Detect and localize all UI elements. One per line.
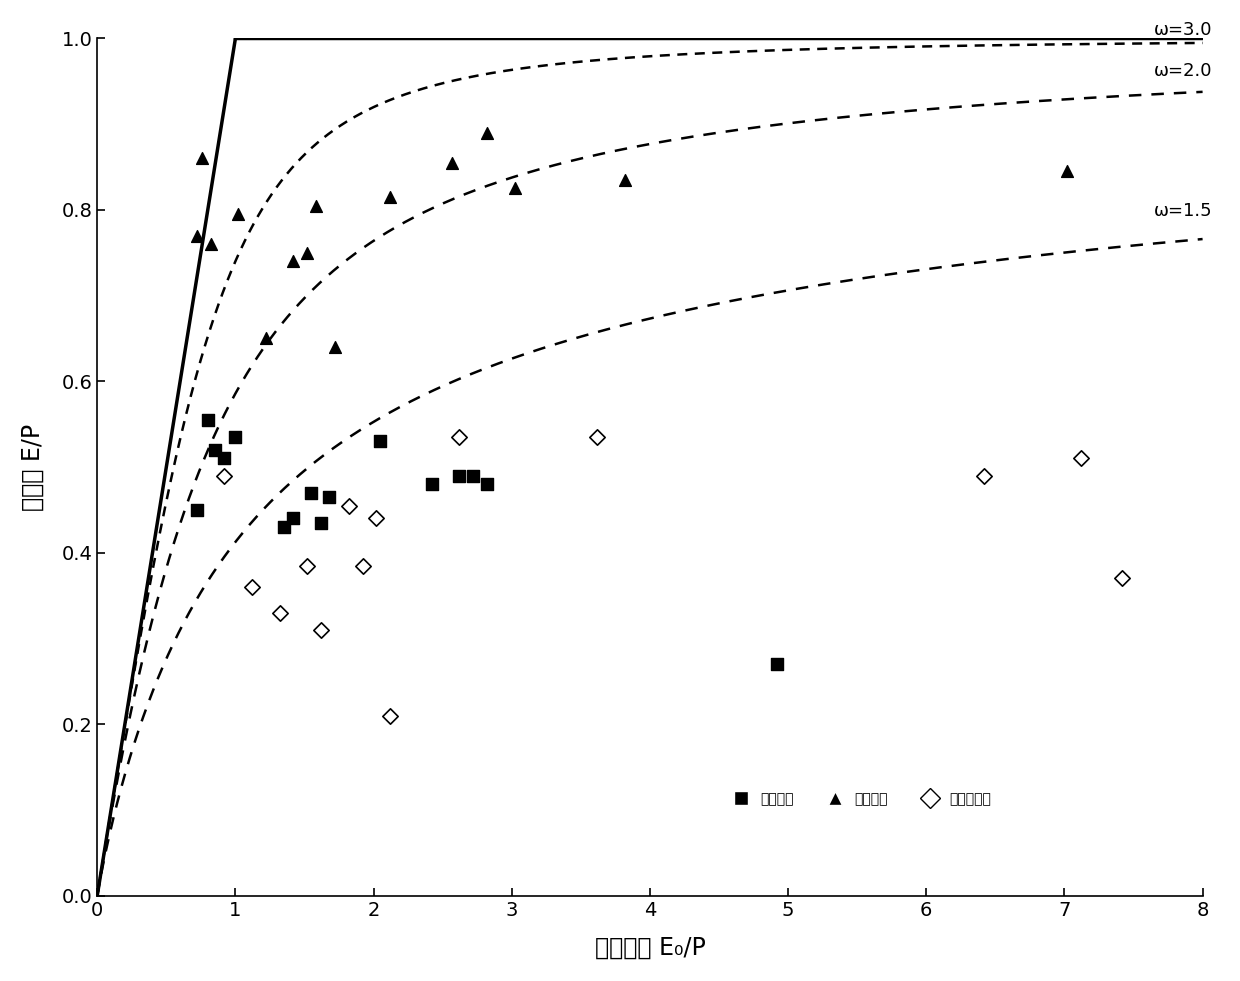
Point xyxy=(255,331,275,346)
Point xyxy=(477,125,497,140)
Point xyxy=(311,515,331,531)
Point xyxy=(352,558,372,574)
Point xyxy=(768,656,787,672)
Point xyxy=(215,468,234,484)
Point xyxy=(269,605,289,621)
Point xyxy=(615,172,635,187)
Point xyxy=(449,468,469,484)
Legend: 黄河源区, 长江源区, 澜沧江源区: 黄河源区, 长江源区, 澜沧江源区 xyxy=(722,787,997,811)
Point xyxy=(1071,450,1091,466)
Point xyxy=(477,477,497,492)
Point xyxy=(320,490,340,505)
Point xyxy=(298,245,317,261)
Point xyxy=(201,236,221,252)
Point xyxy=(228,206,248,222)
Point xyxy=(215,450,234,466)
Point xyxy=(975,468,994,484)
Point xyxy=(1058,164,1078,180)
Point xyxy=(371,434,391,449)
Point xyxy=(226,430,246,445)
Point xyxy=(298,558,317,574)
Point xyxy=(339,497,358,513)
Y-axis label: 蒸发率 E/P: 蒸发率 E/P xyxy=(21,424,45,511)
Point xyxy=(381,707,401,723)
Point xyxy=(205,442,224,458)
Point xyxy=(284,253,304,269)
Point xyxy=(1112,571,1132,587)
Point xyxy=(274,519,294,535)
Point xyxy=(443,155,463,171)
Point xyxy=(301,485,321,500)
X-axis label: 干旱指数 E₀/P: 干旱指数 E₀/P xyxy=(594,936,706,960)
Point xyxy=(284,511,304,527)
Text: ω=3.0: ω=3.0 xyxy=(1154,21,1213,39)
Point xyxy=(305,198,325,214)
Point xyxy=(422,477,441,492)
Point xyxy=(198,412,218,428)
Point xyxy=(187,502,207,518)
Point xyxy=(505,181,525,196)
Text: ω=2.0: ω=2.0 xyxy=(1154,63,1213,80)
Point xyxy=(325,339,345,355)
Point xyxy=(381,189,401,205)
Point xyxy=(366,511,386,527)
Point xyxy=(192,151,212,167)
Point xyxy=(242,579,262,594)
Point xyxy=(449,430,469,445)
Text: ω=1.5: ω=1.5 xyxy=(1154,202,1213,220)
Point xyxy=(463,468,482,484)
Point xyxy=(588,430,608,445)
Point xyxy=(187,228,207,243)
Point xyxy=(311,622,331,638)
